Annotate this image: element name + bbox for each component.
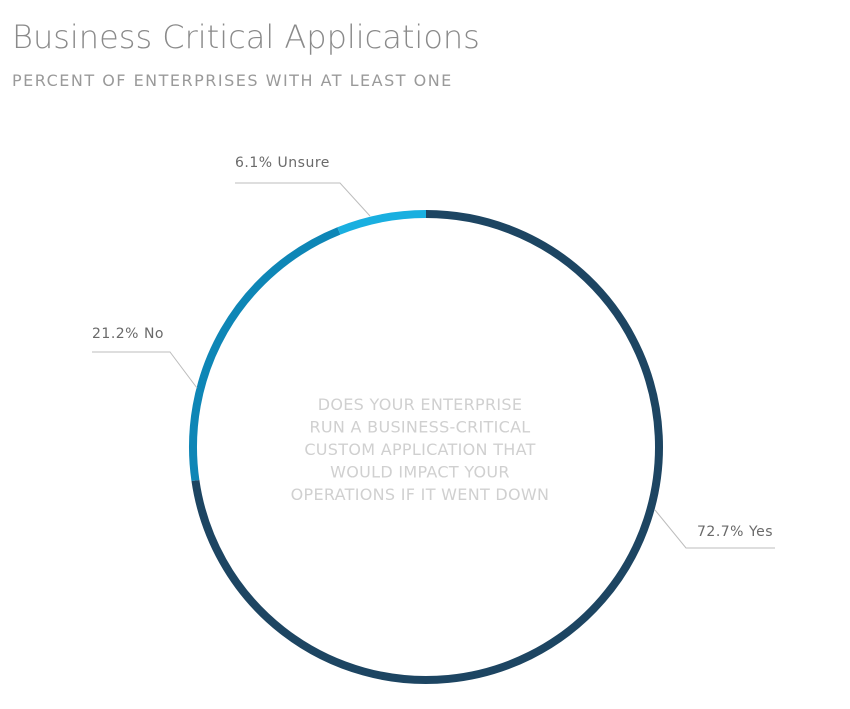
chart-subtitle: PERCENT OF ENTERPRISES WITH AT LEAST ONE — [12, 71, 453, 90]
segment-value-label: 21.2% — [92, 326, 139, 342]
segment-category: Yes — [748, 524, 773, 540]
center-text: RUN A BUSINESS-CRITICAL — [309, 418, 530, 437]
leader-line — [654, 509, 775, 549]
segment-value-label: 6.1% — [235, 155, 273, 171]
segment-label: 6.1% Unsure — [235, 155, 330, 171]
segment-value-label: 72.7% — [697, 524, 744, 540]
center-text: DOES YOUR ENTERPRISE — [318, 395, 523, 414]
leader-line — [235, 182, 371, 217]
segment-category: Unsure — [278, 155, 330, 171]
leader-line — [92, 351, 198, 389]
chart-title: Business Critical Applications — [12, 18, 480, 56]
donut-segment — [191, 210, 663, 684]
segment-label: 72.7% Yes — [697, 524, 773, 540]
center-text: OPERATIONS IF IT WENT DOWN — [291, 485, 550, 504]
segment-category: No — [144, 326, 164, 342]
center-text: CUSTOM APPLICATION THAT — [304, 440, 535, 459]
segment-label: 21.2% No — [92, 326, 164, 342]
donut-segment — [337, 210, 427, 235]
center-text: WOULD IMPACT YOUR — [330, 463, 510, 482]
donut-segment — [189, 227, 341, 482]
